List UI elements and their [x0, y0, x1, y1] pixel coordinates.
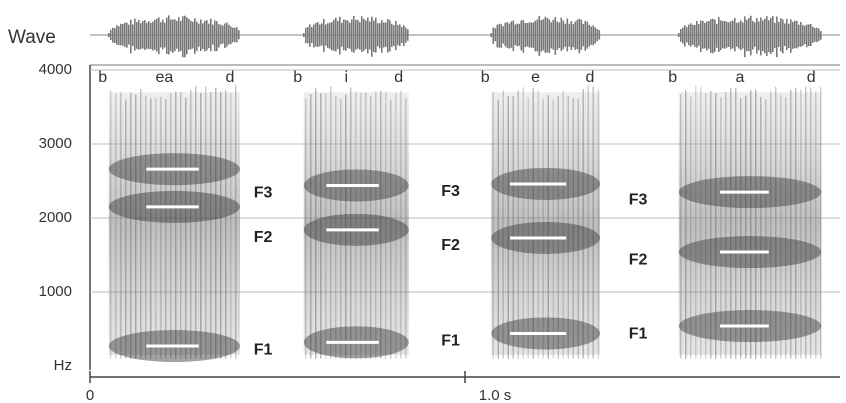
- y-tick-label: 1000: [39, 283, 72, 300]
- phoneme-label: e: [531, 69, 540, 86]
- y-tick-label: 2000: [39, 209, 72, 226]
- phoneme-label: b: [98, 69, 107, 86]
- y-tick-label: 3000: [39, 135, 72, 152]
- waveform: [491, 16, 599, 56]
- waveform: [109, 15, 239, 57]
- waveform: [679, 16, 821, 57]
- formant-label: F2: [441, 237, 460, 254]
- formant-label: F2: [629, 251, 648, 268]
- waveform: [304, 16, 408, 57]
- wave-label: Wave: [8, 27, 56, 48]
- phoneme-label: ea: [155, 69, 173, 86]
- phoneme-label: b: [293, 69, 302, 86]
- phoneme-label: d: [807, 69, 816, 86]
- phoneme-label: d: [394, 69, 403, 86]
- phoneme-label: d: [226, 69, 235, 86]
- formant-label: F1: [629, 325, 648, 342]
- phoneme-label: d: [586, 69, 595, 86]
- formant-label: F3: [629, 191, 648, 208]
- formant-label: F3: [254, 185, 273, 202]
- phoneme-label: a: [736, 69, 745, 86]
- formant-label: F2: [254, 229, 273, 246]
- chart: Wave Hz100020003000400001.0 sbeadF3F2F1b…: [0, 0, 846, 403]
- formant-label: F1: [441, 333, 460, 350]
- phoneme-label: b: [481, 69, 490, 86]
- phoneme-label: i: [344, 69, 348, 86]
- x-tick-label: 0: [86, 387, 94, 403]
- formant-label: F1: [254, 342, 273, 359]
- phoneme-label: b: [668, 69, 677, 86]
- y-tick-label: 4000: [39, 61, 72, 78]
- y-tick-label: Hz: [54, 357, 72, 374]
- x-tick-label: 1.0 s: [479, 387, 512, 403]
- formant-label: F3: [441, 183, 460, 200]
